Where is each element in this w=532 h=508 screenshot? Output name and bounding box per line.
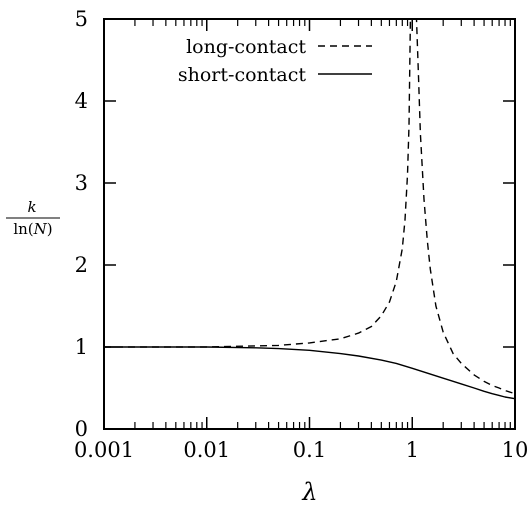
x-axis-label: λ [301,478,317,506]
labels-layer: 0.001 0.01 0.1 1 10 0 1 2 3 4 5 [74,7,528,462]
y-axis-label-n: N [33,220,48,238]
y-tick-label: 1 [75,335,88,359]
series-line-long-contact [104,18,516,395]
y-tick-label: 3 [75,171,88,195]
y-tick-label: 5 [75,7,88,31]
y-tick-label: 2 [75,253,88,277]
y-tick-label: 0 [75,417,88,441]
x-tick-label: 0.001 [74,438,134,462]
x-tick-label: 1 [406,438,419,462]
series-line-short-contact [104,346,516,400]
y-axis-label: k ln(N) [6,198,60,238]
legend-label-short-contact: short-contact [178,64,306,86]
legend-label-long-contact: long-contact [186,36,306,58]
x-tick-label: 0.01 [183,438,230,462]
series-layer [104,18,516,400]
legend: long-contact short-contact [178,36,372,86]
y-axis-label-numerator: k [27,198,36,216]
y-axis-label-close: ) [47,220,53,238]
y-axis-label-ln: ln( [13,220,33,238]
x-tick-label: 0.1 [293,438,326,462]
x-tick-label: 10 [502,438,529,462]
ticks-layer [103,18,516,430]
plot-frame [103,18,516,430]
y-tick-label: 4 [75,89,88,113]
y-axis-label-denominator: ln(N) [13,220,52,238]
